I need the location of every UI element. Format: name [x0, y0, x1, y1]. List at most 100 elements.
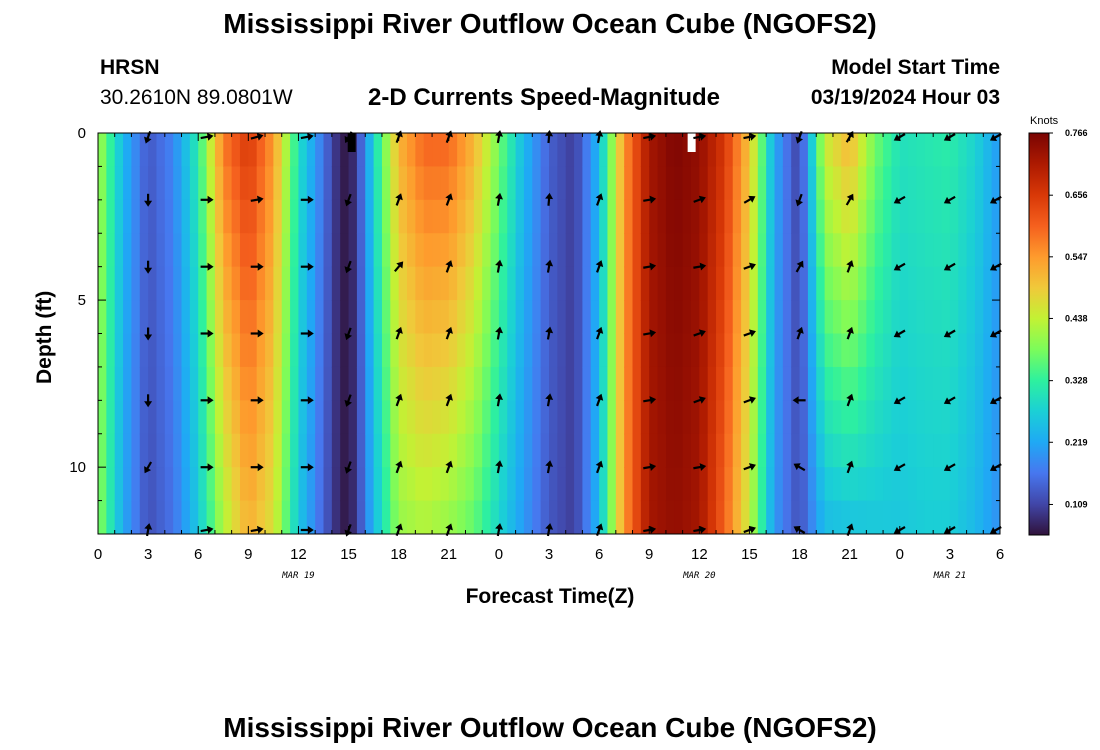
heatmap-cell — [716, 166, 725, 201]
heatmap-cell — [607, 199, 617, 234]
heatmap-cell — [482, 300, 492, 335]
heatmap-cell — [432, 400, 442, 435]
heatmap-cell — [941, 366, 951, 401]
heatmap-cell — [682, 233, 692, 268]
heatmap-cell — [381, 300, 391, 335]
heatmap-cell — [440, 433, 450, 468]
heatmap-cell — [273, 199, 283, 234]
missing-data-mark — [347, 133, 356, 152]
current-arrow — [445, 326, 453, 340]
current-arrow — [200, 396, 214, 405]
heatmap-cell — [574, 133, 584, 168]
current-arrow — [395, 393, 403, 407]
heatmap-cell — [866, 133, 876, 168]
heatmap-cell — [323, 300, 333, 335]
heatmap-cell — [649, 400, 659, 435]
heatmap-cell — [181, 233, 191, 268]
heatmap-cell — [782, 233, 792, 268]
heatmap-cell — [173, 366, 183, 401]
current-arrow — [793, 463, 806, 472]
heatmap-cell — [315, 266, 325, 301]
heatmap-cell — [657, 433, 667, 468]
heatmap-cell — [949, 233, 959, 268]
heatmap-cell — [791, 500, 801, 534]
heatmap-cell — [958, 199, 968, 234]
chart-title: Mississippi River Outflow Ocean Cube (NG… — [223, 8, 877, 39]
heatmap-cell — [523, 400, 533, 435]
heatmap-cell — [916, 199, 926, 234]
heatmap-cell — [657, 166, 667, 201]
heatmap-cell — [239, 366, 249, 401]
heatmap-cell — [891, 433, 901, 468]
heatmap-cell — [908, 266, 918, 301]
heatmap-cell — [114, 266, 124, 301]
heatmap-cell — [824, 166, 834, 201]
heatmap-cell — [423, 166, 433, 201]
heatmap-cell — [139, 199, 149, 234]
heatmap-cell — [281, 500, 291, 534]
heatmap-cell — [749, 133, 759, 168]
x-tick-label: 9 — [645, 546, 653, 563]
heatmap-cell — [448, 400, 458, 435]
current-arrow — [200, 463, 214, 472]
heatmap-cell — [98, 333, 107, 368]
heatmap-cell — [924, 400, 934, 435]
heatmap-cell — [799, 500, 809, 534]
heatmap-cell — [807, 500, 817, 534]
heatmap-cell — [883, 400, 893, 435]
heatmap-cell — [507, 266, 517, 301]
heatmap-cell — [674, 500, 684, 534]
heatmap-cell — [891, 266, 901, 301]
heatmap-cell — [841, 366, 851, 401]
heatmap-cell — [958, 500, 968, 534]
heatmap-cell — [365, 500, 375, 534]
heatmap-cell — [507, 166, 517, 201]
heatmap-cell — [381, 467, 391, 502]
heatmap-cell — [549, 500, 558, 534]
heatmap-cell — [632, 266, 642, 301]
current-arrow — [793, 526, 806, 534]
heatmap-cell — [949, 433, 959, 468]
heatmap-cell — [298, 166, 308, 201]
current-arrow — [144, 327, 153, 341]
heatmap-cell — [624, 266, 634, 301]
heatmap-cell — [139, 233, 149, 268]
heatmap-cell — [306, 133, 316, 168]
heatmap-cell — [315, 333, 325, 368]
heatmap-cell — [407, 366, 416, 401]
heatmap-cell — [974, 133, 984, 168]
heatmap-cell — [206, 333, 216, 368]
heatmap-cell — [540, 199, 550, 234]
heatmap-cell — [899, 199, 909, 234]
heatmap-cell — [173, 467, 183, 502]
heatmap-cell — [624, 233, 634, 268]
heatmap-cell — [807, 166, 817, 201]
current-arrow — [445, 260, 453, 273]
heatmap-cell — [331, 366, 341, 401]
heatmap-cell — [390, 333, 400, 368]
heatmap-cell — [624, 300, 634, 335]
heatmap-cell — [799, 333, 809, 368]
heatmap-cell — [348, 166, 358, 201]
heatmap-cell — [248, 467, 258, 502]
heatmap-cell — [331, 166, 341, 201]
heatmap-cell — [248, 300, 258, 335]
heatmap-cell — [590, 333, 600, 368]
heatmap-cell — [632, 233, 642, 268]
heatmap-cell — [256, 467, 266, 502]
heatmap-cell — [699, 199, 709, 234]
heatmap-cell — [139, 366, 149, 401]
heatmap-cell — [348, 500, 358, 534]
heatmap-cell — [515, 166, 525, 201]
heatmap-cell — [98, 366, 107, 401]
heatmap-cell — [724, 266, 734, 301]
heatmap-cell — [507, 500, 517, 534]
heatmap-cell — [156, 366, 166, 401]
current-arrow — [250, 525, 264, 534]
heatmap-cell — [849, 467, 859, 502]
heatmap-cell — [665, 500, 675, 534]
current-arrow — [595, 260, 604, 273]
heatmap-cell — [699, 433, 709, 468]
heatmap-cell — [682, 133, 692, 168]
heatmap-cell — [206, 300, 216, 335]
